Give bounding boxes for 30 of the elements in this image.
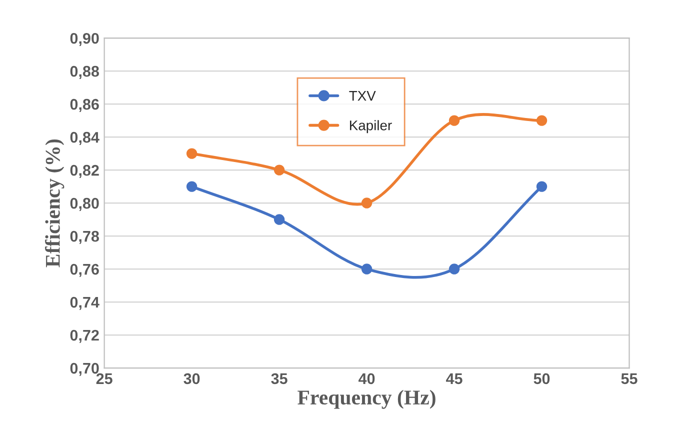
x-tick-label: 50 (534, 373, 550, 384)
y-tick-label: 0,90 (70, 32, 99, 46)
legend-label: TXV (349, 91, 376, 101)
y-tick-label: 0,72 (70, 330, 99, 343)
point (536, 181, 548, 192)
point (448, 115, 460, 126)
x-axis-title: Frequency (Hz) (298, 390, 436, 409)
point (361, 264, 372, 274)
y-tick-label: 0,74 (70, 296, 100, 310)
x-tick-label: 35 (271, 373, 288, 384)
point (186, 181, 198, 192)
y-tick-label: 0,84 (70, 132, 100, 145)
x-tick-label: 55 (621, 373, 638, 384)
x-tick-label: 45 (446, 373, 462, 384)
point (448, 264, 460, 274)
legend-label: Kapiler (350, 120, 392, 134)
x-tick-label: 40 (358, 373, 375, 384)
y-tick-label: 0,82 (70, 164, 99, 178)
y-tick-label: 0,86 (70, 98, 99, 112)
point (274, 164, 285, 176)
y-tick-label: 0,76 (70, 264, 99, 277)
y-tick-label: 0,88 (70, 66, 99, 79)
point (274, 214, 285, 225)
point (536, 115, 548, 126)
point (361, 198, 372, 208)
y-tick-label: 0,80 (70, 198, 99, 211)
point (186, 148, 198, 159)
y-axis-title: Efficiency (%) (45, 139, 64, 268)
y-tick-label: 0,78 (70, 230, 99, 244)
x-tick-label: 30 (184, 373, 200, 384)
